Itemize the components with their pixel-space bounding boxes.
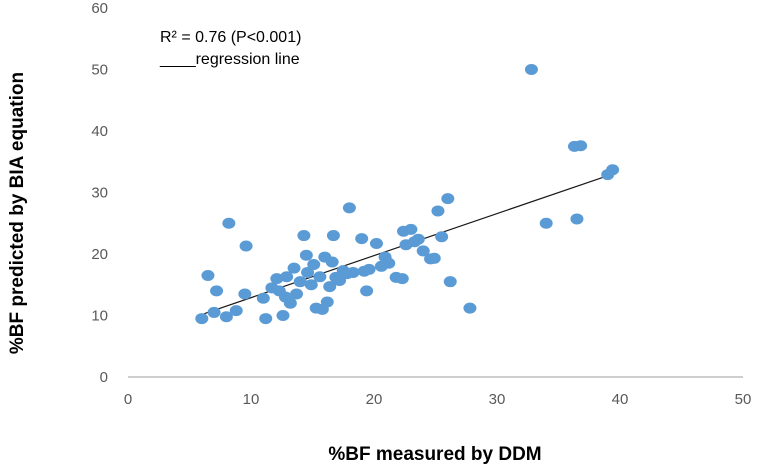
y-tick-label: 30 <box>91 185 108 202</box>
data-point <box>283 297 297 309</box>
data-point <box>297 230 311 242</box>
data-point <box>290 288 304 300</box>
data-points <box>195 64 620 325</box>
data-point <box>201 270 215 282</box>
data-point <box>606 164 620 176</box>
data-point <box>416 245 430 257</box>
x-axis-title: %BF measured by DDM <box>328 444 541 465</box>
data-point <box>395 273 409 285</box>
data-point <box>463 302 477 314</box>
data-point <box>346 266 360 278</box>
x-tick-label: 0 <box>124 391 132 408</box>
data-point <box>293 276 307 288</box>
data-point <box>404 223 418 235</box>
regression-line-legend: ____regression line <box>159 51 300 68</box>
y-axis-title: %BF predicted by BIA equation <box>7 72 28 354</box>
data-point <box>362 263 376 275</box>
data-point <box>270 273 284 285</box>
data-point <box>304 279 318 291</box>
data-point <box>219 311 233 323</box>
data-point <box>427 252 441 264</box>
data-point <box>256 292 270 304</box>
data-point <box>570 213 584 225</box>
data-point <box>360 285 374 297</box>
data-point <box>299 249 313 261</box>
data-point <box>320 296 334 308</box>
data-point <box>326 230 340 242</box>
data-point <box>382 257 396 269</box>
x-tick-label: 20 <box>366 391 383 408</box>
data-point <box>325 256 339 268</box>
x-tick-label: 50 <box>735 391 752 408</box>
x-axis: 0 10 20 30 40 50 <box>124 376 752 408</box>
y-tick-label: 40 <box>91 123 108 140</box>
y-tick-label: 20 <box>91 246 108 263</box>
data-point <box>239 240 253 252</box>
data-point <box>259 313 273 325</box>
data-point <box>276 310 290 321</box>
data-point <box>539 217 553 229</box>
data-point <box>574 140 588 152</box>
data-point <box>301 266 315 278</box>
data-point <box>323 281 337 293</box>
data-point <box>307 258 321 270</box>
data-point <box>431 205 445 217</box>
data-point <box>207 306 221 318</box>
data-point <box>524 64 538 75</box>
data-point <box>195 313 209 325</box>
y-tick-label: 10 <box>91 308 108 325</box>
y-tick-labels: 0 10 20 30 40 50 60 <box>91 0 108 386</box>
data-point <box>435 231 449 243</box>
x-tick-label: 30 <box>489 391 506 408</box>
data-point <box>443 276 457 288</box>
y-tick-label: 50 <box>91 62 108 79</box>
data-point <box>313 271 327 283</box>
x-tick-label: 10 <box>243 391 260 408</box>
data-point <box>287 262 301 274</box>
data-point <box>411 233 425 245</box>
y-tick-label: 60 <box>91 0 108 17</box>
x-tick-label: 40 <box>612 391 629 408</box>
x-tick-labels: 0 10 20 30 40 50 <box>124 391 752 408</box>
data-point <box>222 217 236 229</box>
data-point <box>369 238 383 250</box>
r-squared-annotation: R² = 0.76 (P<0.001) <box>160 29 301 46</box>
data-point <box>280 271 294 283</box>
data-point <box>238 288 252 300</box>
data-point <box>342 202 356 214</box>
data-point <box>441 193 455 205</box>
data-point <box>355 233 369 245</box>
y-tick-label: 0 <box>100 369 108 386</box>
data-point <box>210 285 224 297</box>
data-point <box>229 305 243 317</box>
